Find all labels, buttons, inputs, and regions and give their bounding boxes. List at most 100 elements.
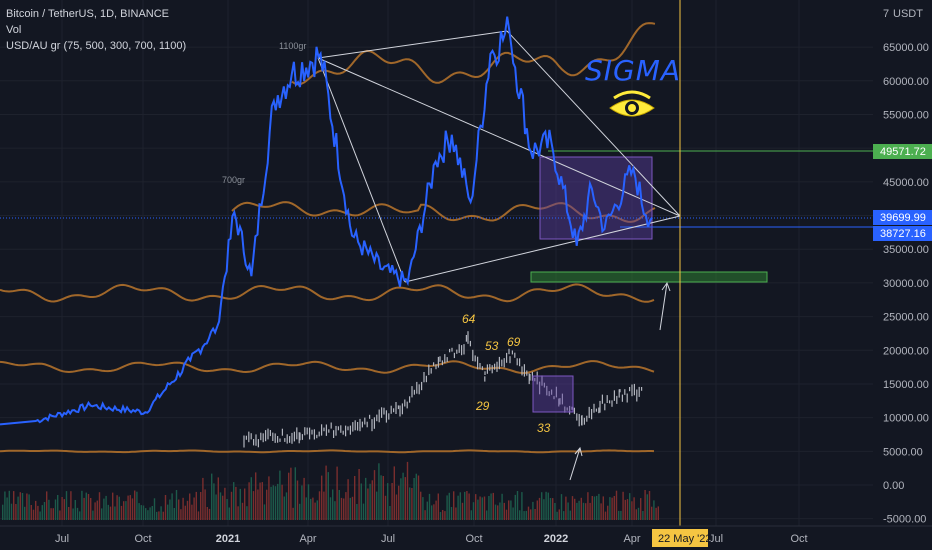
- volume-bar: [585, 503, 587, 520]
- volume-bar: [536, 500, 538, 520]
- volume-bar: [61, 497, 63, 520]
- volume-bar: [494, 504, 497, 520]
- volume-bar: [554, 503, 556, 520]
- volume-bar: [501, 493, 503, 520]
- volume-bar: [169, 499, 171, 520]
- volume-bar: [83, 497, 85, 520]
- volume-bar: [259, 482, 261, 520]
- volume-bar: [475, 494, 477, 520]
- volume-bar: [46, 491, 48, 520]
- price-tick-label: 10000.00: [883, 413, 929, 425]
- price-label-green-bg: [873, 144, 932, 159]
- volume-bar: [483, 496, 486, 520]
- volume-bar: [87, 494, 90, 520]
- volume-bar: [354, 476, 356, 520]
- legend-volume[interactable]: Vol: [6, 24, 22, 36]
- time-tick-label: Jul: [709, 533, 723, 545]
- trendline: [317, 57, 406, 283]
- volume-bar: [175, 490, 178, 520]
- volume-bar: [556, 511, 558, 520]
- volume-bar: [609, 497, 611, 520]
- price-tick-label: 0.00: [883, 480, 904, 492]
- volume-bar: [406, 461, 409, 520]
- volume-bar: [19, 492, 21, 520]
- volume-bar: [301, 485, 303, 520]
- volume-bar: [457, 495, 459, 520]
- grid: [0, 0, 873, 526]
- price-label-green: 49571.72: [880, 146, 926, 158]
- volume-bar: [272, 485, 274, 520]
- volume-bar: [296, 480, 299, 520]
- volume-bar: [6, 497, 8, 520]
- volume-bar: [413, 478, 415, 520]
- volume-bar: [563, 511, 565, 520]
- volume-bar: [446, 495, 448, 520]
- volume-bar: [180, 509, 182, 520]
- gold-line: [0, 360, 655, 374]
- volume-bar: [274, 486, 277, 520]
- price-axis[interactable]: 65000.0060000.0055000.0050000.0045000.00…: [883, 42, 929, 526]
- volume-bar: [15, 504, 17, 520]
- arrow-upper-head: [661, 281, 671, 292]
- volume-bar: [54, 499, 57, 520]
- volume-bar: [158, 511, 160, 520]
- volume-bar: [244, 488, 246, 520]
- volume-bar: [35, 500, 37, 520]
- price-label-blue: 38727.16: [880, 228, 926, 240]
- purple-box-lower: [532, 375, 574, 413]
- volume-bar: [582, 502, 585, 520]
- volume-bar: [343, 498, 345, 520]
- volume-bar: [415, 473, 417, 520]
- time-axis-background: [0, 526, 932, 550]
- volume-bar: [358, 469, 360, 520]
- volume-bar: [527, 506, 530, 520]
- volume-bar: [486, 510, 488, 520]
- volume-bar: [428, 493, 431, 520]
- volume-bar: [598, 493, 600, 520]
- volume-bar: [560, 494, 563, 520]
- volume-bar: [285, 492, 288, 520]
- volume-bar: [640, 498, 642, 520]
- volume-bar: [96, 500, 98, 520]
- volume-bar: [303, 477, 305, 520]
- volume-bar: [226, 499, 228, 520]
- volume-bar: [52, 508, 54, 520]
- volume-bar: [105, 495, 107, 520]
- volume-bar: [10, 503, 13, 520]
- volume-bar: [186, 500, 189, 520]
- time-tick-label: Oct: [134, 533, 151, 545]
- time-tick-label: 2022: [544, 533, 568, 545]
- volume-bar: [114, 506, 116, 520]
- volume-bar: [257, 489, 259, 520]
- volume-bar: [118, 496, 120, 520]
- volume-bar: [43, 502, 46, 520]
- volume-bar: [305, 497, 307, 520]
- axis-currency-prefix: 7: [883, 8, 889, 20]
- volume-bar: [219, 492, 222, 520]
- volume-bar: [360, 483, 362, 520]
- volume-bar: [402, 472, 404, 520]
- volume-bar: [72, 508, 74, 520]
- volume-bar: [620, 510, 622, 520]
- price-tick-label: 30000.00: [883, 278, 929, 290]
- legend-indicator[interactable]: USD/AU gr (75, 500, 300, 700, 1100): [6, 40, 187, 52]
- volume-bar: [444, 511, 446, 520]
- volume-bar: [255, 472, 257, 520]
- volume-bar: [362, 503, 365, 520]
- price-tick-label: 55000.00: [883, 109, 929, 121]
- volume-bar: [629, 493, 631, 520]
- volume-bar: [288, 472, 290, 520]
- volume-bar: [455, 507, 457, 520]
- volume-bar: [206, 507, 208, 520]
- legend-symbol[interactable]: Bitcoin / TetherUS, 1D, BINANCE: [6, 8, 170, 20]
- volume-bar: [222, 495, 224, 520]
- volume-bar: [633, 497, 635, 520]
- volume-bar: [448, 492, 450, 520]
- time-axis[interactable]: Jul Oct 2021 Apr Jul Oct 2022 Apr Jul Oct: [55, 533, 808, 545]
- volume-bar: [283, 496, 285, 520]
- volume-bar: [580, 497, 582, 520]
- volume-bar: [120, 505, 123, 520]
- gray-ohlc-bars: [243, 331, 643, 448]
- volume-bar: [195, 491, 197, 520]
